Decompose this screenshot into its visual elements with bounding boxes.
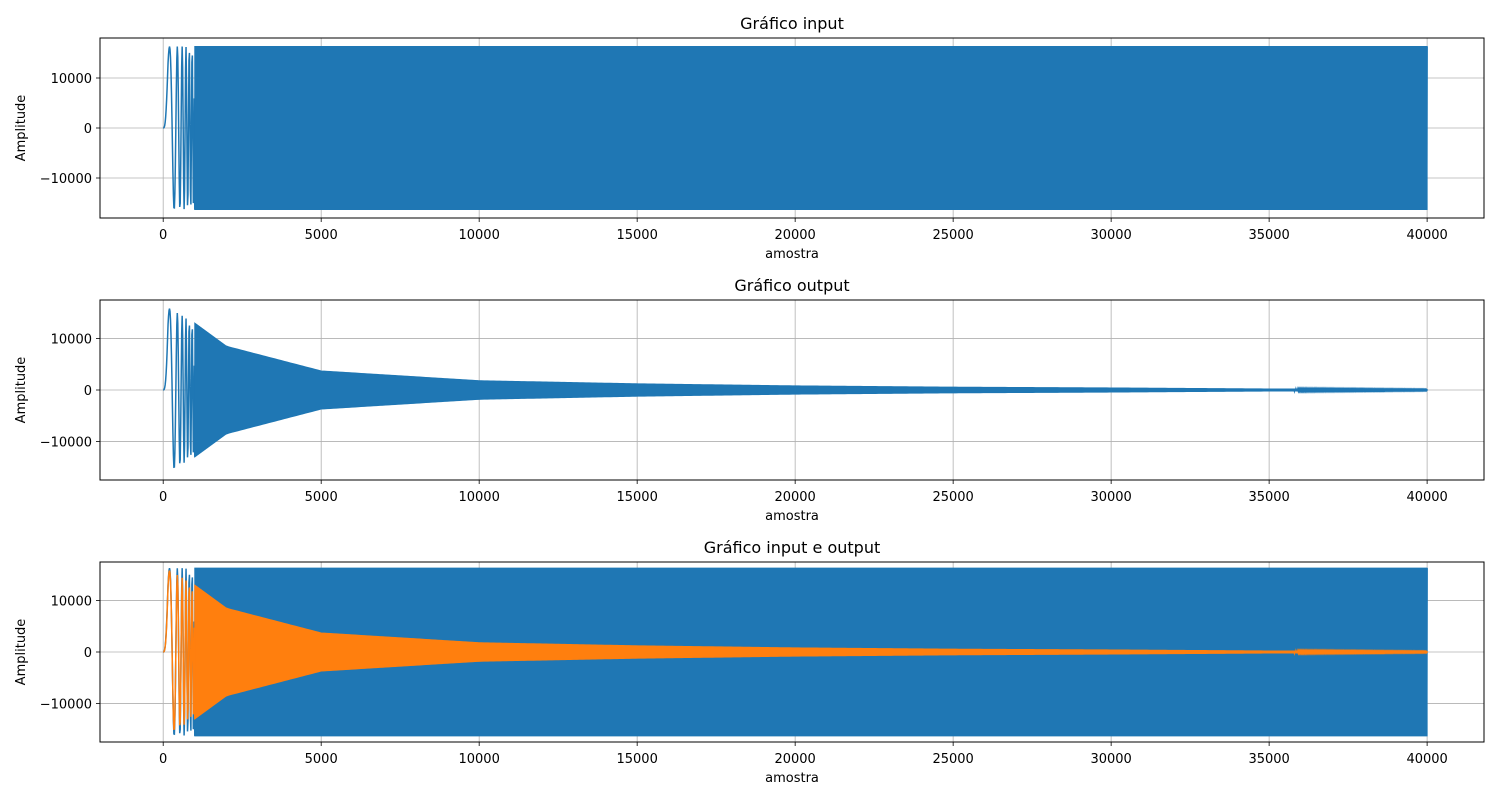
subplot-output: Gráfico output amostra Amplitude 0 5000 10… (14, 276, 1485, 524)
x-tick-label: 0 (159, 752, 167, 767)
x-tick-label: 20000 (774, 228, 815, 243)
subplot-input: Gráfico input amostra Amplitude 0 5000 100… (14, 14, 1485, 262)
x-tick-label: 0 (159, 490, 167, 505)
y-axis-label: Amplitude (14, 357, 29, 424)
x-tick-label: 10000 (458, 490, 499, 505)
chart-title: Gráfico output (734, 276, 849, 295)
x-tick-label: 5000 (305, 752, 338, 767)
x-tick-label: 25000 (932, 752, 973, 767)
x-tick-label: 10000 (458, 752, 499, 767)
y-axis-label: Amplitude (14, 619, 29, 686)
series-band (194, 46, 1428, 210)
x-tick-label: 35000 (1248, 228, 1289, 243)
x-tick-label: 40000 (1406, 490, 1447, 505)
x-tick-label: 30000 (1090, 752, 1131, 767)
chart-title: Gráfico input e output (704, 538, 880, 557)
x-tick-label: 40000 (1406, 228, 1447, 243)
x-axis-label: amostra (765, 509, 819, 524)
y-tick-label: 10000 (51, 595, 92, 610)
x-tick-label: 20000 (774, 752, 815, 767)
x-tick-label: 20000 (774, 490, 815, 505)
subplot-input-and-output: Gráfico input e output amostra Amplitude… (14, 538, 1485, 786)
y-tick-label: 10000 (51, 72, 92, 87)
x-tick-label: 30000 (1090, 228, 1131, 243)
x-axis-label: amostra (765, 771, 819, 786)
series-band (194, 584, 1428, 720)
y-tick-label: 0 (84, 646, 92, 661)
x-tick-label: 40000 (1406, 752, 1447, 767)
x-tick-label: 5000 (305, 490, 338, 505)
series-band (194, 322, 1428, 458)
x-tick-label: 15000 (616, 490, 657, 505)
y-axis-label: Amplitude (14, 95, 29, 162)
x-tick-label: 0 (159, 228, 167, 243)
x-tick-label: 30000 (1090, 490, 1131, 505)
x-tick-label: 25000 (932, 490, 973, 505)
y-tick-label: 0 (84, 122, 92, 137)
x-tick-label: 10000 (458, 228, 499, 243)
y-tick-label: −10000 (40, 172, 92, 187)
x-tick-label: 15000 (616, 228, 657, 243)
x-tick-label: 35000 (1248, 490, 1289, 505)
y-tick-label: 10000 (51, 333, 92, 348)
x-tick-label: 25000 (932, 228, 973, 243)
x-axis-label: amostra (765, 247, 819, 262)
chart-title: Gráfico input (740, 14, 844, 33)
y-tick-label: −10000 (40, 435, 92, 450)
y-tick-label: 0 (84, 384, 92, 399)
x-tick-label: 5000 (305, 228, 338, 243)
x-tick-label: 15000 (616, 752, 657, 767)
x-tick-label: 35000 (1248, 752, 1289, 767)
y-tick-label: −10000 (40, 697, 92, 712)
